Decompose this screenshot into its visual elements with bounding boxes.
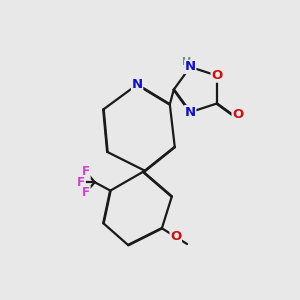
Text: N: N (184, 61, 196, 74)
Text: N: N (132, 78, 143, 91)
Text: F: F (82, 186, 90, 199)
Text: F: F (82, 165, 90, 178)
Text: F: F (77, 176, 85, 189)
Text: O: O (170, 230, 182, 243)
Text: N: N (184, 106, 196, 119)
Text: O: O (232, 108, 243, 122)
Text: O: O (211, 69, 222, 82)
Text: H: H (182, 57, 191, 67)
